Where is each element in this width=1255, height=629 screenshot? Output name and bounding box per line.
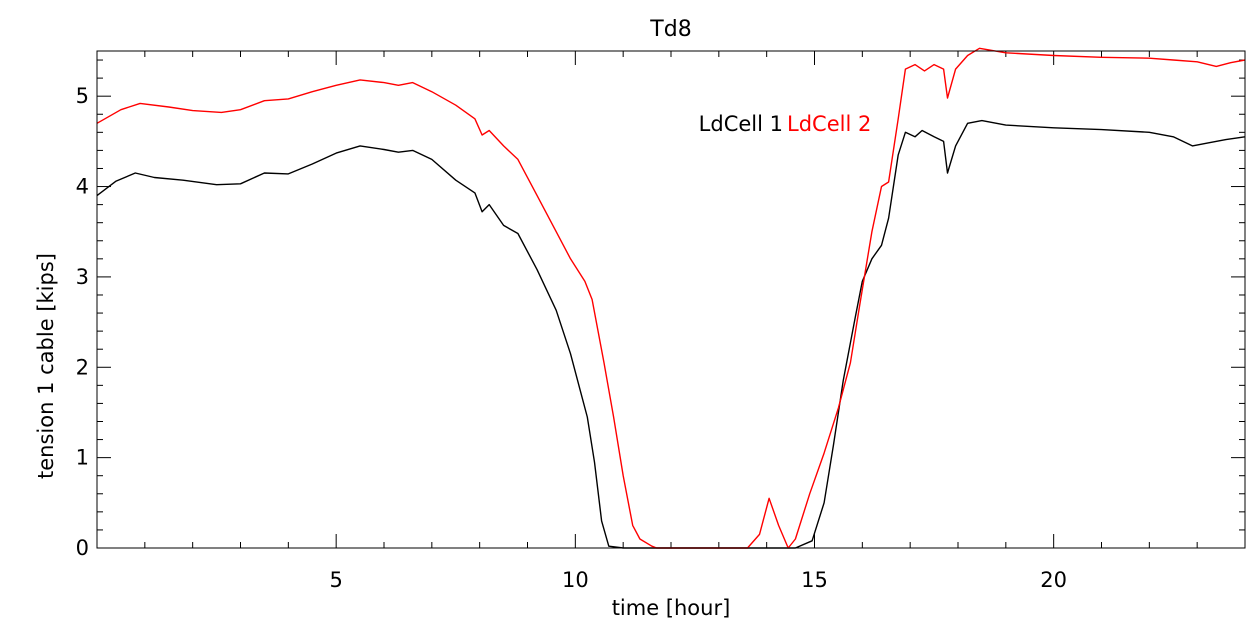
y-tick-label: 0 (76, 536, 89, 560)
y-axis-label: tension 1 cable [kips] (34, 253, 58, 479)
x-axis-label: time [hour] (612, 596, 731, 620)
chart-title: Td8 (649, 17, 691, 42)
legend: LdCell 1 LdCell 2 (699, 112, 872, 136)
y-tick-label: 3 (76, 265, 89, 289)
plot-frame (96, 50, 1246, 549)
y-tick-label: 4 (76, 175, 89, 199)
axis-ticks: 5 10 15 20 0 1 2 3 4 5 (76, 51, 1245, 592)
y-tick-label: 2 (76, 355, 89, 379)
x-tick-label: 5 (329, 568, 342, 592)
legend-entry-ldcell-2: LdCell 2 (787, 112, 871, 136)
y-tick-label: 1 (76, 446, 89, 470)
x-tick-label: 20 (1040, 568, 1067, 592)
x-tick-label: 10 (562, 568, 589, 592)
x-tick-label: 15 (801, 568, 828, 592)
y-tick-label: 5 (76, 84, 89, 108)
series-line-2 (96, 47, 1246, 549)
plot-lines (96, 47, 1246, 549)
legend-entry-ldcell-1: LdCell 1 (699, 112, 783, 136)
series-line-1 (96, 119, 1246, 549)
